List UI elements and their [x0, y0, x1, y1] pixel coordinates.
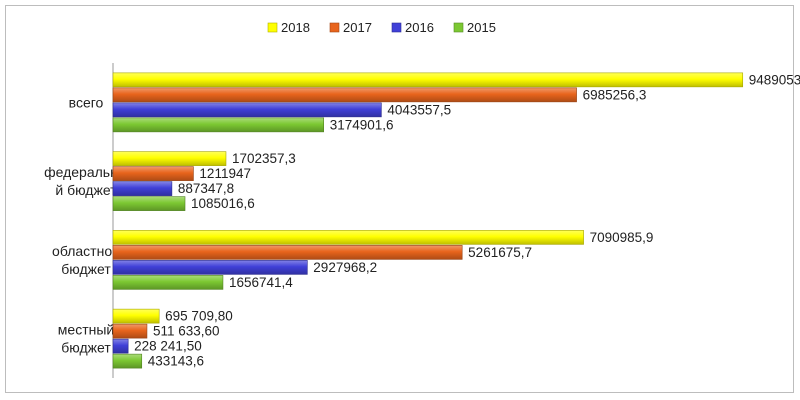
category-label: й бюджет: [55, 182, 117, 198]
legend-swatch-2018: [267, 22, 278, 33]
bar-2016: [112, 102, 382, 118]
bar-2015: [112, 275, 224, 290]
bar-2015: [112, 117, 324, 133]
value-label-2016: 4043557,5: [387, 102, 451, 117]
bar-2017: [112, 245, 463, 260]
category-label: федеральны: [44, 164, 128, 180]
value-label-2016: 228 241,50: [134, 339, 202, 354]
category-label: бюджет: [61, 340, 111, 356]
legend-label-2018: 2018: [281, 20, 310, 35]
value-label-2015: 1656741,4: [229, 275, 293, 290]
value-label-2017: 511 633,60: [153, 324, 220, 339]
bar-2017: [112, 87, 577, 103]
category-label: всего: [69, 94, 104, 110]
category-label: бюджет: [61, 261, 111, 277]
value-label-2018: 1702357,3: [232, 151, 296, 166]
bar-2018: [112, 308, 160, 324]
bar-2016: [112, 338, 129, 354]
value-label-2017: 1211947: [199, 166, 251, 181]
legend-swatch-2015: [453, 22, 464, 33]
value-label-2016: 887347,8: [178, 181, 234, 196]
bar-2017: [112, 323, 148, 339]
value-label-2015: 1085016,6: [191, 196, 255, 211]
value-label-2017: 6985256,3: [583, 87, 647, 102]
bar-2018: [112, 72, 744, 88]
legend-swatch-2016: [391, 22, 402, 33]
bar-2018: [112, 151, 227, 166]
bar-2015: [112, 196, 186, 211]
value-label-2015: 433143,6: [148, 354, 204, 369]
legend-swatch-2017: [329, 22, 340, 33]
category-label: областной: [52, 243, 120, 259]
value-label-2018: 9489053: [749, 72, 800, 87]
value-label-2017: 5261675,7: [468, 245, 532, 260]
value-label-2016: 2927968,2: [313, 260, 377, 275]
value-label-2015: 3174901,6: [330, 117, 394, 132]
value-label-2018: 7090985,9: [590, 230, 654, 245]
bar-2016: [112, 181, 173, 196]
bar-2017: [112, 166, 194, 181]
legend-label-2017: 2017: [343, 20, 372, 35]
bar-2018: [112, 230, 584, 245]
value-label-2018: 695 709,80: [165, 309, 233, 324]
bar-2016: [112, 260, 308, 275]
category-label: местный: [58, 322, 114, 338]
legend-label-2016: 2016: [405, 20, 434, 35]
bar-2015: [112, 353, 143, 369]
legend-label-2015: 2015: [467, 20, 496, 35]
